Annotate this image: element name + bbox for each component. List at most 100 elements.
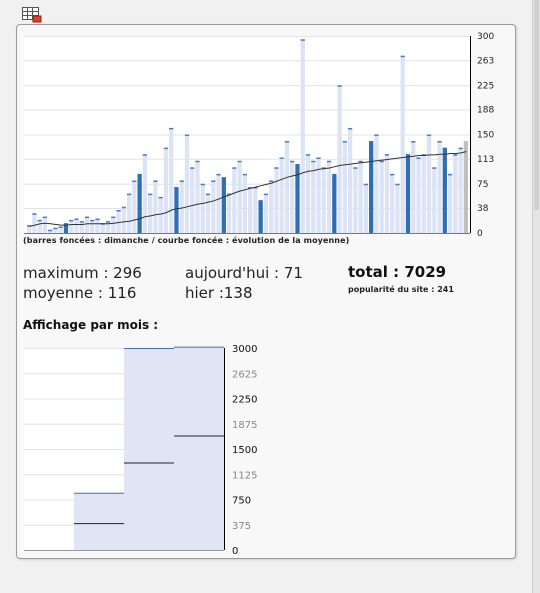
daily-y-tick-label: 75 — [477, 180, 488, 190]
daily-bar-cap — [148, 193, 153, 196]
daily-y-tick-label: 300 — [477, 32, 494, 42]
daily-bar — [374, 134, 379, 233]
daily-bar — [269, 180, 274, 233]
daily-bar-cap — [279, 157, 284, 159]
daily-bar — [237, 160, 242, 233]
daily-bar-cap — [300, 39, 305, 41]
daily-y-tick-label: 113 — [477, 155, 494, 165]
daily-bar — [153, 180, 158, 233]
daily-bar-sunday — [405, 154, 411, 233]
daily-bar — [95, 218, 100, 233]
monthly-y-tick-label: 0 — [232, 546, 238, 557]
daily-bar-cap — [27, 225, 32, 227]
daily-bar — [279, 157, 284, 233]
daily-bar-sunday — [295, 164, 300, 233]
daily-bar-cap — [142, 154, 148, 156]
daily-bar — [179, 180, 184, 233]
daily-bar-cap — [347, 127, 353, 130]
daily-bar-cap — [42, 216, 48, 219]
daily-bar-cap — [311, 160, 316, 163]
daily-bar-cap — [274, 167, 279, 169]
daily-bar-cap — [169, 127, 174, 130]
daily-bar-cap — [179, 180, 184, 182]
daily-bar-cap — [363, 183, 369, 186]
daily-y-tick-label: 225 — [477, 81, 494, 91]
daily-bar — [79, 221, 84, 233]
daily-bar — [379, 160, 384, 233]
daily-bar — [226, 193, 232, 233]
total-stat: total : 7029 — [348, 263, 447, 281]
daily-bar-cap — [184, 134, 190, 136]
daily-bar-cap — [432, 167, 437, 169]
daily-bar — [200, 183, 205, 233]
daily-bar — [326, 160, 332, 233]
daily-bar-cap — [326, 160, 332, 163]
daily-bar — [411, 141, 416, 233]
daily-bar-sunday — [221, 177, 226, 233]
daily-bar — [458, 147, 463, 233]
daily-bar-cap — [242, 173, 247, 176]
daily-bar — [158, 196, 163, 233]
daily-bar — [284, 141, 290, 233]
daily-bar-cap — [253, 187, 258, 189]
daily-bar — [395, 183, 400, 233]
daily-bar — [263, 193, 269, 233]
daily-bar-cap — [132, 180, 137, 182]
daily-bar-cap — [121, 206, 126, 209]
daily-bar-cap — [437, 141, 442, 143]
daily-bar-cap — [195, 160, 200, 163]
daily-bar — [463, 141, 468, 233]
scrollbar-thumb[interactable] — [534, 0, 539, 210]
daily-bar — [248, 187, 253, 233]
daily-bar-sunday — [137, 173, 142, 233]
daily-bar-cap — [58, 226, 63, 228]
daily-bar-cap — [74, 218, 79, 221]
daily-y-tick-label: 263 — [477, 56, 494, 66]
daily-bar-cap — [379, 160, 384, 163]
daily-bar — [74, 218, 79, 233]
daily-bar-cap — [284, 141, 290, 143]
daily-bar-cap — [32, 213, 37, 215]
daily-bar — [211, 180, 216, 233]
daily-bar-cap — [411, 141, 416, 143]
daily-bar-cap — [458, 147, 463, 150]
daily-bar-cap — [211, 180, 216, 182]
maximum-stat: maximum : 296 — [23, 264, 142, 282]
daily-bar-cap — [53, 227, 58, 230]
daily-bar — [69, 219, 74, 233]
daily-bar — [42, 216, 48, 233]
daily-bar — [416, 157, 421, 233]
monthly-visits-chart: 3000 2625 2250 1875 1500 1125 750 375 0 — [24, 344, 257, 557]
daily-bar — [358, 160, 363, 233]
daily-bar-cap — [226, 193, 232, 196]
daily-bar — [53, 227, 58, 233]
daily-bar-cap — [48, 229, 53, 232]
daily-bar — [305, 154, 311, 233]
daily-chart-legend: (barres foncées : dimanche / courbe fonc… — [23, 236, 350, 245]
daily-bar — [232, 167, 237, 233]
monthly-y-tick-label: 2250 — [232, 395, 257, 406]
daily-bar — [253, 187, 258, 233]
daily-bar-cap — [390, 173, 395, 176]
daily-bar — [169, 127, 174, 233]
daily-bar — [421, 154, 426, 233]
spreadsheet-icon[interactable] — [22, 7, 42, 23]
daily-bar — [190, 167, 195, 233]
daily-bar — [316, 157, 321, 233]
daily-bar — [400, 55, 405, 234]
today-stat: aujourd'hui : 71 — [185, 264, 303, 282]
daily-bar — [432, 167, 437, 233]
daily-bar — [363, 183, 369, 233]
site-popularity: popularité du site : 241 — [348, 285, 454, 294]
daily-bar — [453, 154, 458, 233]
daily-y-tick-label: 150 — [477, 131, 494, 141]
daily-bar-cap — [290, 160, 295, 163]
daily-bar — [163, 147, 169, 233]
page-scrollbar[interactable] — [532, 0, 540, 593]
daily-average-curve — [29, 151, 467, 227]
daily-bar-cap — [421, 154, 426, 156]
daily-bar-cap — [190, 167, 195, 169]
daily-bar — [142, 154, 148, 233]
daily-bar-cap — [263, 193, 269, 196]
daily-bar-cap — [79, 221, 84, 223]
